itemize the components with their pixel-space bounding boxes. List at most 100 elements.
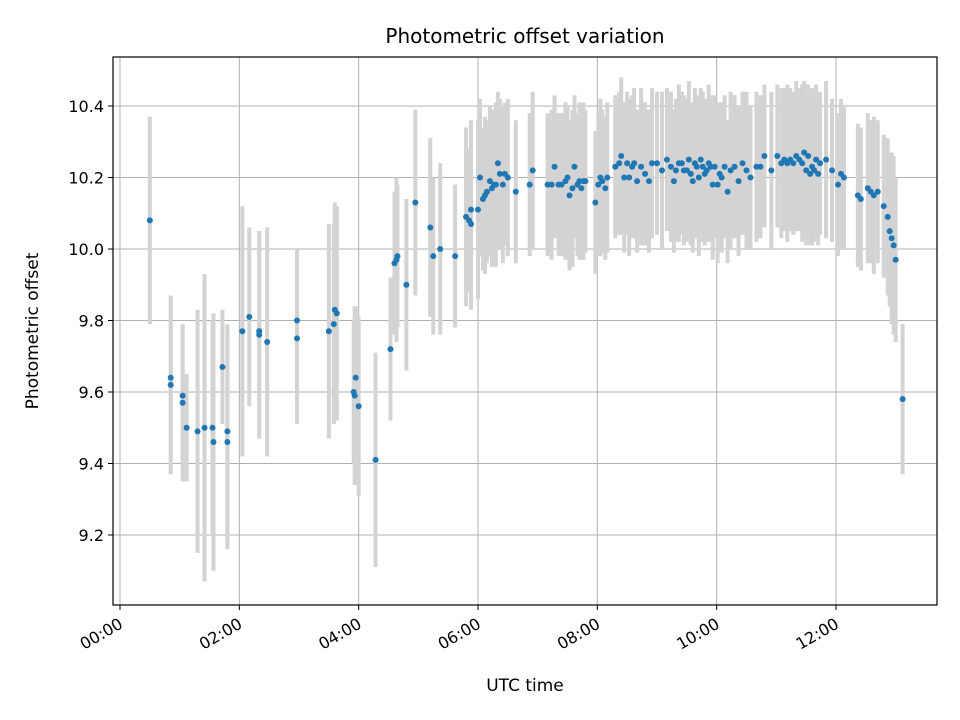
- y-tick-label: 9.6: [79, 383, 104, 402]
- data-point: [394, 253, 401, 260]
- data-point: [892, 256, 899, 263]
- data-point: [805, 153, 812, 160]
- data-point: [807, 170, 814, 177]
- data-point: [486, 178, 493, 185]
- data-point: [476, 174, 483, 181]
- data-point: [714, 181, 721, 188]
- data-point: [621, 174, 628, 181]
- data-point: [829, 167, 836, 174]
- data-point: [899, 396, 906, 403]
- data-point: [768, 167, 775, 174]
- data-point: [333, 310, 340, 317]
- y-tick-label: 9.8: [79, 312, 104, 331]
- x-tick-label: 04:00: [315, 614, 364, 654]
- data-point: [468, 206, 475, 213]
- data-point: [703, 167, 710, 174]
- data-point: [634, 178, 641, 185]
- data-point: [592, 199, 599, 206]
- data-point: [693, 163, 700, 170]
- data-point: [857, 195, 864, 202]
- data-point: [582, 178, 589, 185]
- data-point: [880, 203, 887, 210]
- data-point: [526, 181, 533, 188]
- data-point: [566, 192, 573, 199]
- x-tick-label: 02:00: [196, 614, 245, 654]
- data-point: [799, 160, 806, 167]
- data-point: [631, 160, 638, 167]
- data-point: [387, 346, 394, 353]
- data-point: [757, 163, 764, 170]
- data-point: [685, 156, 692, 163]
- data-point: [551, 163, 558, 170]
- x-tick-label: 08:00: [554, 614, 603, 654]
- data-point: [803, 167, 810, 174]
- data-point: [427, 224, 434, 231]
- data-point: [219, 363, 226, 370]
- data-point: [246, 313, 253, 320]
- data-point: [678, 160, 685, 167]
- data-point: [602, 185, 609, 192]
- data-point: [626, 174, 633, 181]
- data-point: [687, 170, 694, 177]
- data-point: [711, 163, 718, 170]
- y-tick-label: 10.2: [68, 169, 104, 188]
- data-point: [264, 338, 271, 345]
- data-point: [870, 192, 877, 199]
- data-point: [840, 174, 847, 181]
- data-point: [412, 199, 419, 206]
- data-point: [355, 403, 362, 410]
- data-point: [194, 428, 201, 435]
- data-point: [548, 181, 555, 188]
- y-tick-label: 9.2: [79, 526, 104, 545]
- data-point: [699, 163, 706, 170]
- data-point: [743, 167, 750, 174]
- data-point: [649, 160, 656, 167]
- data-point: [437, 246, 444, 252]
- data-point: [468, 220, 475, 227]
- data-point: [646, 178, 653, 185]
- data-point: [494, 160, 501, 167]
- data-point: [667, 163, 674, 170]
- data-points: [146, 149, 906, 463]
- data-point: [811, 167, 818, 174]
- y-axis-label: Photometric offset: [23, 252, 43, 409]
- data-point: [624, 160, 631, 167]
- data-point: [823, 156, 830, 163]
- data-point: [499, 181, 506, 188]
- data-point: [452, 253, 459, 260]
- data-point: [884, 213, 891, 220]
- data-point: [183, 424, 190, 431]
- data-point: [689, 178, 696, 185]
- x-tick-label: 12:00: [793, 614, 842, 654]
- data-point: [564, 174, 571, 181]
- data-point: [638, 163, 645, 170]
- data-point: [612, 163, 619, 170]
- data-point: [492, 181, 499, 188]
- data-point: [604, 174, 611, 181]
- data-point: [642, 170, 649, 177]
- data-point: [224, 428, 231, 435]
- data-point: [475, 206, 481, 213]
- data-point: [774, 153, 781, 160]
- data-point: [569, 185, 576, 192]
- data-point: [761, 153, 768, 160]
- data-point: [724, 188, 731, 195]
- data-point: [599, 178, 606, 185]
- data-point: [834, 181, 841, 188]
- data-point: [801, 149, 808, 156]
- x-tick-label: 00:00: [77, 614, 126, 654]
- data-point: [890, 242, 897, 249]
- data-point: [727, 167, 734, 174]
- data-point: [813, 156, 820, 163]
- data-point: [571, 163, 578, 170]
- data-point: [670, 178, 677, 185]
- data-point: [709, 181, 716, 188]
- data-point: [179, 392, 186, 399]
- x-tick-label: 10:00: [673, 614, 722, 654]
- chart-title: Photometric offset variation: [385, 24, 664, 48]
- data-point: [529, 167, 536, 174]
- data-point: [658, 167, 665, 174]
- data-point: [735, 178, 742, 185]
- y-tick-label: 10.4: [68, 97, 104, 116]
